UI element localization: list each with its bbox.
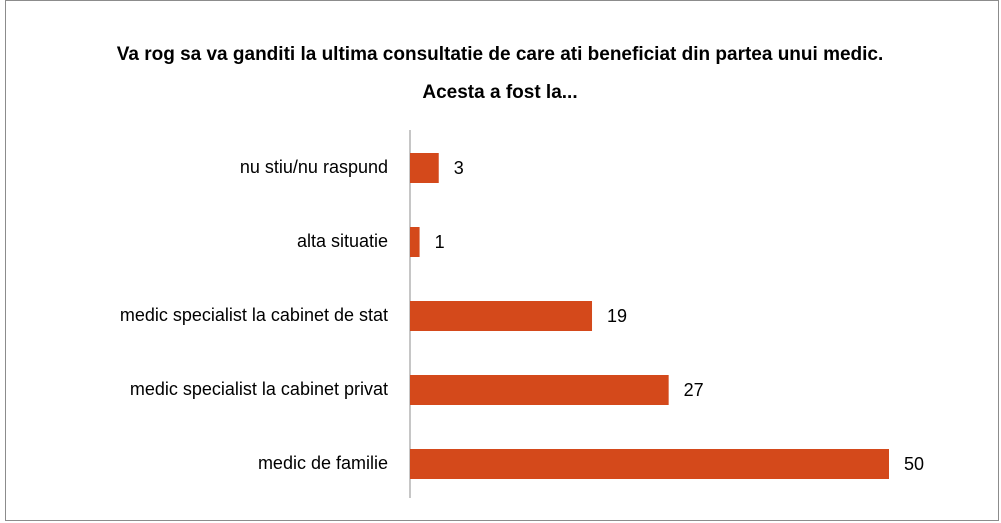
data-label: 19 [607,306,627,326]
bar [410,153,439,183]
chart-frame [5,0,999,521]
y-tick-label: alta situatie [297,231,388,251]
data-label: 50 [904,454,924,474]
data-label: 3 [454,158,464,178]
chart-title: Va rog sa va ganditi la ultima consultat… [116,44,884,103]
y-tick-label: nu stiu/nu raspund [240,157,388,177]
y-tick-label: medic de familie [258,453,388,473]
bar [410,227,420,257]
data-label: 27 [684,380,704,400]
bar [410,449,889,479]
data-label: 1 [435,232,445,252]
y-tick-label: medic specialist la cabinet de stat [120,305,388,325]
y-tick-label: medic specialist la cabinet privat [130,379,388,399]
bar [410,375,669,405]
bar [410,301,593,331]
